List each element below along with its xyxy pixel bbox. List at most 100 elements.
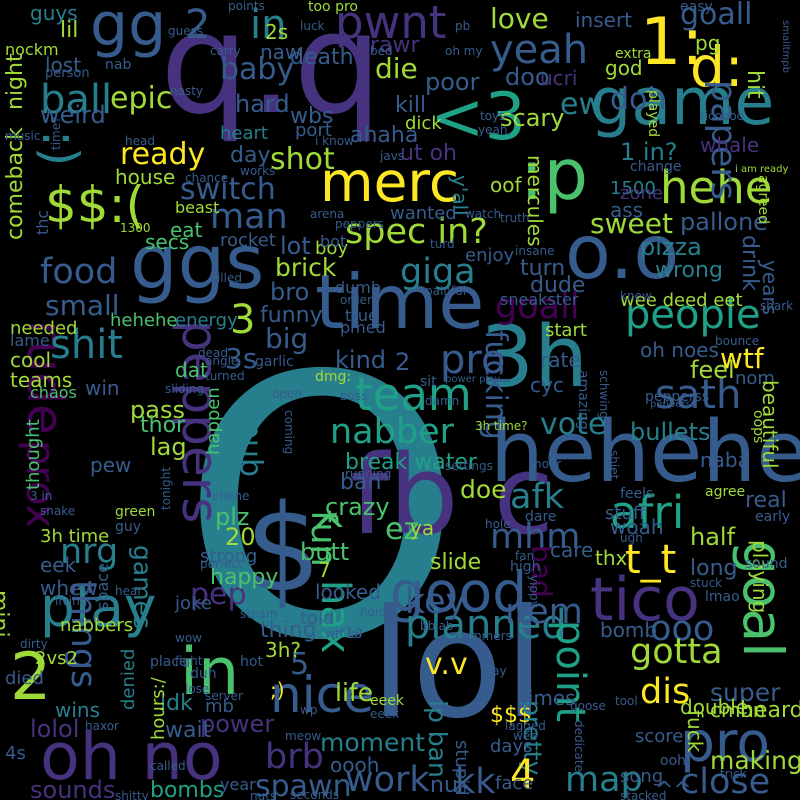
cloud-word: wee	[513, 729, 538, 743]
cloud-word: guys	[30, 1, 78, 25]
cloud-word: 2vs2	[35, 648, 78, 669]
cloud-word: mhm	[490, 517, 581, 557]
cloud-word: play	[40, 575, 157, 639]
cloud-word: amazing	[575, 370, 591, 430]
cloud-word: ticoooo	[700, 109, 745, 123]
cloud-word: vote	[540, 407, 607, 442]
cloud-word: ban	[340, 470, 382, 495]
cloud-word: happy	[210, 565, 279, 590]
cloud-word: needed	[10, 318, 78, 339]
cloud-word: giga	[400, 252, 476, 292]
cloud-word: dmg:	[315, 369, 352, 385]
cloud-word: eeek	[370, 707, 400, 721]
cloud-word: 1:	[640, 5, 704, 80]
cloud-word: rate	[540, 348, 581, 372]
cloud-word: watch	[465, 207, 502, 221]
cloud-word: bbiab	[420, 619, 454, 633]
cloud-word: comeback	[3, 127, 28, 240]
cloud-word: pro	[680, 710, 770, 774]
cloud-word: butt	[300, 538, 350, 566]
cloud-word: dumb	[335, 278, 382, 297]
cloud-word: doh	[610, 82, 667, 117]
cloud-word: nom	[735, 368, 775, 389]
cloud-word: secs	[145, 230, 190, 254]
cloud-word: nemmers	[455, 629, 512, 643]
cloud-word: people	[625, 292, 761, 338]
cloud-word: ya	[410, 516, 435, 540]
cloud-word: t_t	[625, 537, 677, 583]
cloud-word: $$$	[490, 703, 532, 728]
cloud-word: works	[240, 164, 276, 178]
cloud-word: win	[85, 376, 120, 400]
cloud-word: brick	[275, 253, 337, 282]
cloud-word: idk	[160, 691, 193, 716]
cloud-word: lolol	[30, 715, 80, 743]
cloud-word: epic	[110, 81, 173, 116]
cloud-word: dude	[530, 273, 586, 298]
cloud-word: naw	[260, 40, 302, 64]
cloud-word: 1 in?	[620, 138, 678, 166]
cloud-word: port	[295, 120, 332, 141]
cloud-word: energy	[175, 310, 238, 331]
cloud-word: yay	[485, 664, 507, 678]
cloud-word: cool	[10, 348, 52, 372]
cloud-word: played	[645, 90, 661, 138]
cloud-word: stuck	[690, 576, 723, 590]
cloud-word: change	[630, 159, 682, 175]
cloud-word: 4	[510, 752, 536, 798]
cloud-word: gotta	[630, 632, 723, 672]
cloud-word: shark	[760, 299, 794, 313]
cloud-word: fuck	[683, 710, 707, 753]
cloud-word: score	[635, 726, 684, 747]
cloud-word: pizza	[640, 233, 702, 261]
cloud-word: nasty	[170, 84, 204, 98]
cloud-word: chance	[185, 171, 229, 185]
cloud-word: bullets	[630, 418, 711, 446]
cloud-word: oof	[490, 173, 522, 197]
cloud-word: thing	[260, 618, 317, 643]
cloud-word: hit	[742, 70, 767, 99]
cloud-word: kind	[335, 346, 387, 374]
cloud-word: night	[3, 53, 28, 110]
cloud-word: ^^	[655, 778, 692, 800]
cloud-word: nabber	[330, 412, 454, 452]
cloud-word: zone	[620, 183, 663, 204]
cloud-word: pew	[90, 453, 132, 477]
cloud-word: yeah,	[478, 123, 512, 137]
cloud-word: server	[205, 689, 243, 703]
cloud-word: making	[710, 746, 800, 775]
cloud-word: ready	[120, 137, 206, 172]
cloud-word: guy	[115, 519, 142, 535]
cloud-word: break water	[345, 450, 477, 475]
cloud-word: ball	[40, 77, 113, 123]
cloud-word: hehehe	[110, 310, 178, 331]
cloud-word: spawn	[255, 769, 352, 800]
cloud-word: 2	[10, 640, 52, 715]
cloud-word: garlic	[255, 354, 294, 370]
cloud-word: wow	[175, 631, 202, 645]
cloud-word: half	[690, 523, 736, 551]
cloud-word: person	[45, 66, 90, 81]
cloud-word: toys	[480, 109, 506, 123]
cloud-word: carry	[210, 44, 241, 58]
cloud-word: fan	[515, 549, 535, 563]
cloud-word: oooh	[330, 753, 380, 777]
cloud-word: bombs	[150, 778, 225, 800]
cloud-word: bounce	[715, 334, 760, 348]
cloud-word: kk	[455, 762, 496, 800]
cloud-word: 3h time	[40, 526, 110, 547]
cloud-word: enjoy	[465, 245, 515, 266]
cloud-word: die	[375, 52, 418, 85]
cloud-word: angle	[205, 354, 239, 368]
cloud-word: smalltmpb	[780, 20, 791, 73]
cloud-word: ugh	[620, 531, 643, 545]
cloud-word: easy	[680, 0, 713, 15]
cloud-word: real	[745, 488, 787, 513]
cloud-word: running	[345, 467, 392, 481]
cloud-word: turn	[520, 256, 566, 281]
cloud-word: rocket	[220, 230, 276, 251]
cloud-word: killed	[210, 271, 242, 285]
cloud-word: hot	[240, 654, 263, 670]
cloud-word: sit	[420, 374, 437, 390]
